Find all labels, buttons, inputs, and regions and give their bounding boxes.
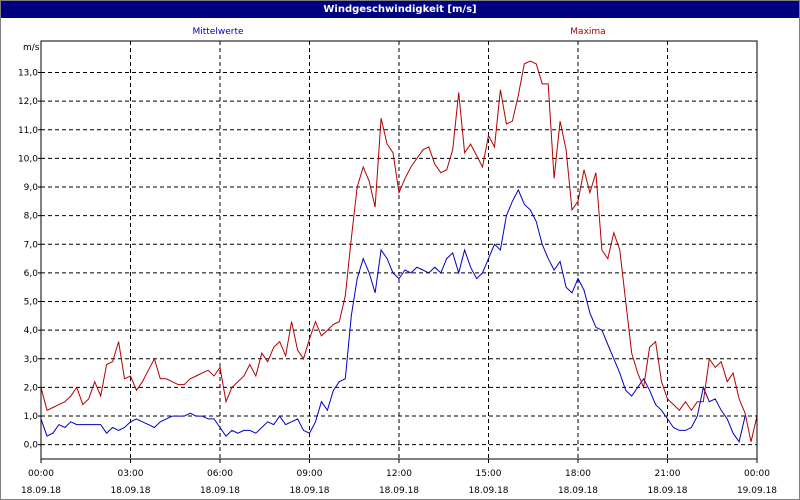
x-axis: 00:00 18.09.18 03:00 18.09.18 06:00 18.09.18 0… — [21, 459, 777, 496]
y-tick-label: 10,0 — [18, 154, 38, 164]
y-tick-label: 13,0 — [18, 68, 38, 78]
y-tick-label: 6,0 — [24, 269, 39, 279]
x-tick-time-label: 00:00 — [28, 469, 54, 479]
x-tick-time-label: 03:00 — [118, 469, 144, 479]
x-tick-time-label: 18:00 — [565, 469, 591, 479]
grid-lines — [41, 41, 757, 459]
legend-entry-maxima: Maxima — [570, 27, 605, 37]
y-tick-label: 3,0 — [24, 355, 39, 365]
legend-entry-mittelwerte: Mittelwerte — [192, 27, 243, 37]
x-tick-date-label: 18.09.18 — [647, 486, 687, 496]
x-tick-time-label: 00:00 — [744, 469, 770, 479]
y-tick-label: 1,0 — [24, 412, 39, 422]
x-tick-date-label: 18.09.18 — [468, 486, 508, 496]
y-tick-label: 11,0 — [18, 126, 38, 136]
x-tick-time-label: 12:00 — [386, 469, 412, 479]
x-tick-time-label: 09:00 — [297, 469, 323, 479]
y-axis-unit-label: m/s — [23, 43, 40, 53]
series-line-mittelwerte — [40, 188, 746, 444]
y-tick-label: 12,0 — [18, 97, 38, 107]
y-tick-label: 7,0 — [24, 240, 39, 250]
y-tick-label: 5,0 — [24, 298, 39, 308]
series-line-maxima — [40, 60, 758, 442]
plot-frame — [40, 40, 758, 460]
legend: Mittelwerte Maxima — [192, 27, 605, 37]
x-tick-time-label: 15:00 — [476, 469, 502, 479]
x-tick-date-label: 19.09.18 — [737, 486, 777, 496]
x-tick-date-label: 18.09.18 — [21, 486, 61, 496]
series-layer — [40, 60, 758, 444]
y-axis: m/s 0,0 1,0 2,0 3,0 4,0 5,0 6,0 7,0 8,0 9,0 10,0 11… — [18, 43, 41, 451]
x-tick-date-label: 18.09.18 — [379, 486, 419, 496]
window-title: Windgeschwindigkeit [m/s] — [1, 1, 799, 18]
x-tick-date-label: 18.09.18 — [110, 486, 150, 496]
x-tick-date-label: 18.09.18 — [289, 486, 329, 496]
y-tick-label: 0,0 — [24, 441, 39, 451]
y-tick-label: 2,0 — [24, 383, 39, 393]
y-tick-label: 8,0 — [24, 212, 39, 222]
y-tick-label: 4,0 — [24, 326, 39, 336]
x-tick-time-label: 21:00 — [655, 469, 681, 479]
x-tick-date-label: 18.09.18 — [558, 486, 598, 496]
x-tick-time-label: 06:00 — [207, 469, 233, 479]
x-tick-date-label: 18.09.18 — [200, 486, 240, 496]
y-tick-label: 9,0 — [24, 183, 39, 193]
